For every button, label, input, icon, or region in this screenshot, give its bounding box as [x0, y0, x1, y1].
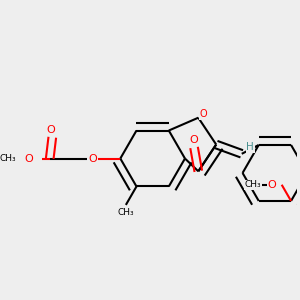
Text: CH₃: CH₃ [244, 180, 261, 189]
Text: O: O [88, 154, 97, 164]
Text: CH₃: CH₃ [118, 208, 134, 217]
Text: O: O [46, 124, 55, 135]
Text: O: O [200, 109, 207, 119]
Text: H: H [246, 142, 254, 152]
Text: O: O [190, 135, 198, 145]
Text: O: O [24, 154, 33, 164]
Text: CH₃: CH₃ [0, 154, 16, 163]
Text: O: O [267, 180, 276, 190]
